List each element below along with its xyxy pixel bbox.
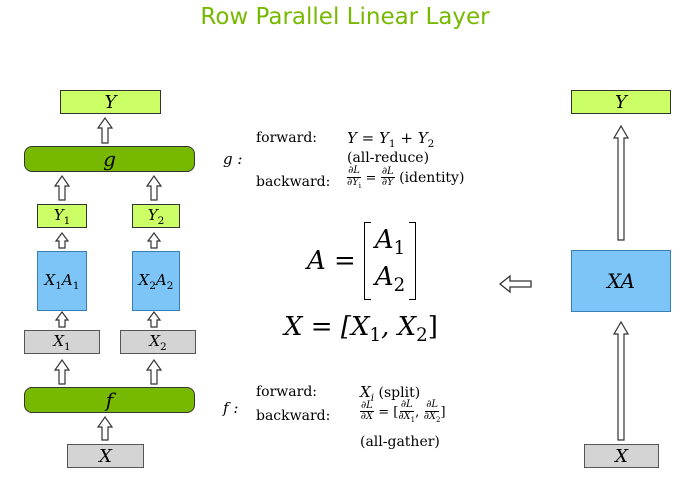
f-forward-equation: Xi (split) [360, 383, 421, 404]
input-x-box: X [67, 444, 144, 468]
g-label: g [103, 147, 116, 171]
y2-box: Y2 [132, 204, 180, 228]
f-backward-note: (all-gather) [360, 434, 440, 450]
output-y-box: Y [60, 90, 161, 114]
f-backward-label: backward: [256, 408, 331, 424]
g-operator-box: g [24, 146, 195, 172]
up-arrow-icon [146, 232, 162, 249]
up-arrow-icon [96, 116, 114, 144]
x2a2-label: X2A2 [138, 270, 174, 292]
f-operator-box: f [24, 387, 195, 413]
xa-box: XA [571, 250, 671, 312]
g-forward-equation: Y = Y1 + Y2 [347, 129, 435, 150]
left-arrow-icon [498, 274, 532, 294]
x1-box: X1 [24, 330, 100, 354]
g-backward-label: backward: [256, 174, 331, 190]
g-backward-equation: ∂L ∂Yi = ∂L ∂Y (identity) [347, 165, 465, 190]
a-matrix-equation: A = A1 A2 [307, 222, 417, 300]
up-arrow-icon [53, 358, 71, 385]
up-arrow-icon [612, 320, 630, 441]
x2-label: X2 [149, 331, 167, 353]
up-arrow-icon [146, 311, 162, 328]
right-input-x-label: X [615, 445, 628, 467]
x1-label: X1 [53, 331, 71, 353]
y1-label: Y1 [53, 205, 71, 227]
page-title: Row Parallel Linear Layer [200, 4, 490, 30]
y1-box: Y1 [37, 204, 87, 228]
g-forward-label: forward: [256, 130, 318, 146]
up-arrow-icon [54, 311, 70, 328]
up-arrow-icon [145, 174, 163, 201]
up-arrow-icon [54, 232, 70, 249]
up-arrow-icon [53, 174, 71, 201]
x1a1-label: X1A1 [44, 270, 80, 292]
xa-label: XA [607, 269, 635, 293]
right-input-x-box: X [584, 444, 659, 468]
output-y-label: Y [104, 91, 117, 113]
x-concat-equation: X = [X1, X2] [284, 312, 438, 347]
f-backward-equation: ∂L ∂X = [∂L ∂X1, ∂L ∂X2] [360, 399, 446, 424]
f-label: f [105, 388, 114, 412]
g-forward-note: (all-reduce) [347, 150, 430, 166]
x2a2-box: X2A2 [132, 251, 180, 311]
up-arrow-icon [96, 415, 114, 441]
input-x-label: X [99, 445, 112, 467]
y2-label: Y2 [147, 205, 165, 227]
right-output-y-box: Y [571, 90, 671, 114]
up-arrow-icon [145, 358, 163, 385]
x1a1-box: X1A1 [37, 251, 87, 311]
f-annotation-label: f : [223, 399, 239, 417]
f-forward-label: forward: [256, 384, 318, 400]
right-output-y-label: Y [615, 91, 627, 113]
x2-box: X2 [120, 330, 196, 354]
g-annotation-label: g : [223, 150, 243, 168]
up-arrow-icon [612, 124, 630, 241]
